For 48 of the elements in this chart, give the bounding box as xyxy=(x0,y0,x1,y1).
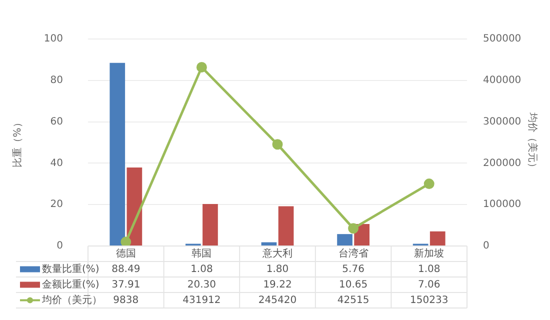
point xyxy=(120,236,132,246)
y2-tick-label: 0 xyxy=(483,240,490,252)
y-axis-title: 比重（%） xyxy=(12,118,24,168)
y2-tick-label: 500000 xyxy=(483,34,522,45)
y-tick-label: 100 xyxy=(44,34,63,45)
legend-label: 均价（美元） xyxy=(41,294,102,306)
y-tick-label: 80 xyxy=(50,74,63,86)
y-tick-label: 40 xyxy=(50,158,63,169)
data-label: 37.91 xyxy=(112,279,140,290)
x-tick-label: 意大利 xyxy=(262,247,292,260)
data-label: 10.65 xyxy=(338,279,368,290)
data-label: 245420 xyxy=(258,294,297,306)
data-label: 1.08 xyxy=(190,264,213,275)
bar xyxy=(430,231,446,246)
point xyxy=(424,178,434,190)
x-tick-label: 台湾省 xyxy=(338,247,368,260)
point xyxy=(272,139,283,150)
data-label: 19.22 xyxy=(263,279,292,290)
y2-tick-label: 200000 xyxy=(483,158,522,169)
y-tick-label: 0 xyxy=(56,240,63,252)
data-label: 9838 xyxy=(113,294,139,306)
data-label: 1.80 xyxy=(266,264,289,275)
data-label: 5.76 xyxy=(342,264,364,275)
data-label: 7.06 xyxy=(418,279,440,290)
x-tick-label: 新加坡 xyxy=(414,247,444,260)
x-tick-label: 韩国 xyxy=(192,247,212,260)
x-tick-label: 德国 xyxy=(116,248,136,260)
bar xyxy=(110,62,126,246)
data-label: 431912 xyxy=(182,294,221,306)
data-label: 150233 xyxy=(410,294,448,306)
y2-tick-label: 400000 xyxy=(483,74,522,86)
y2-tick-label: 100000 xyxy=(483,199,522,210)
point xyxy=(196,62,207,72)
y-tick-label: 60 xyxy=(50,116,63,128)
bar xyxy=(337,234,352,246)
bar xyxy=(278,206,294,246)
data-label: 20.30 xyxy=(187,279,216,290)
bar xyxy=(261,242,277,246)
y2-axis-title: 均价（美元） xyxy=(526,112,538,172)
data-label: 88.49 xyxy=(112,264,140,275)
y2-tick-label: 300000 xyxy=(483,116,522,128)
y-tick-label: 20 xyxy=(50,199,63,210)
data-label: 1.08 xyxy=(418,264,440,275)
legend-label: 数量比重(%) xyxy=(42,262,100,275)
legend-label: 金额比重(%) xyxy=(42,278,100,290)
point xyxy=(348,223,359,234)
bar xyxy=(202,204,218,246)
data-label: 42515 xyxy=(337,294,370,306)
